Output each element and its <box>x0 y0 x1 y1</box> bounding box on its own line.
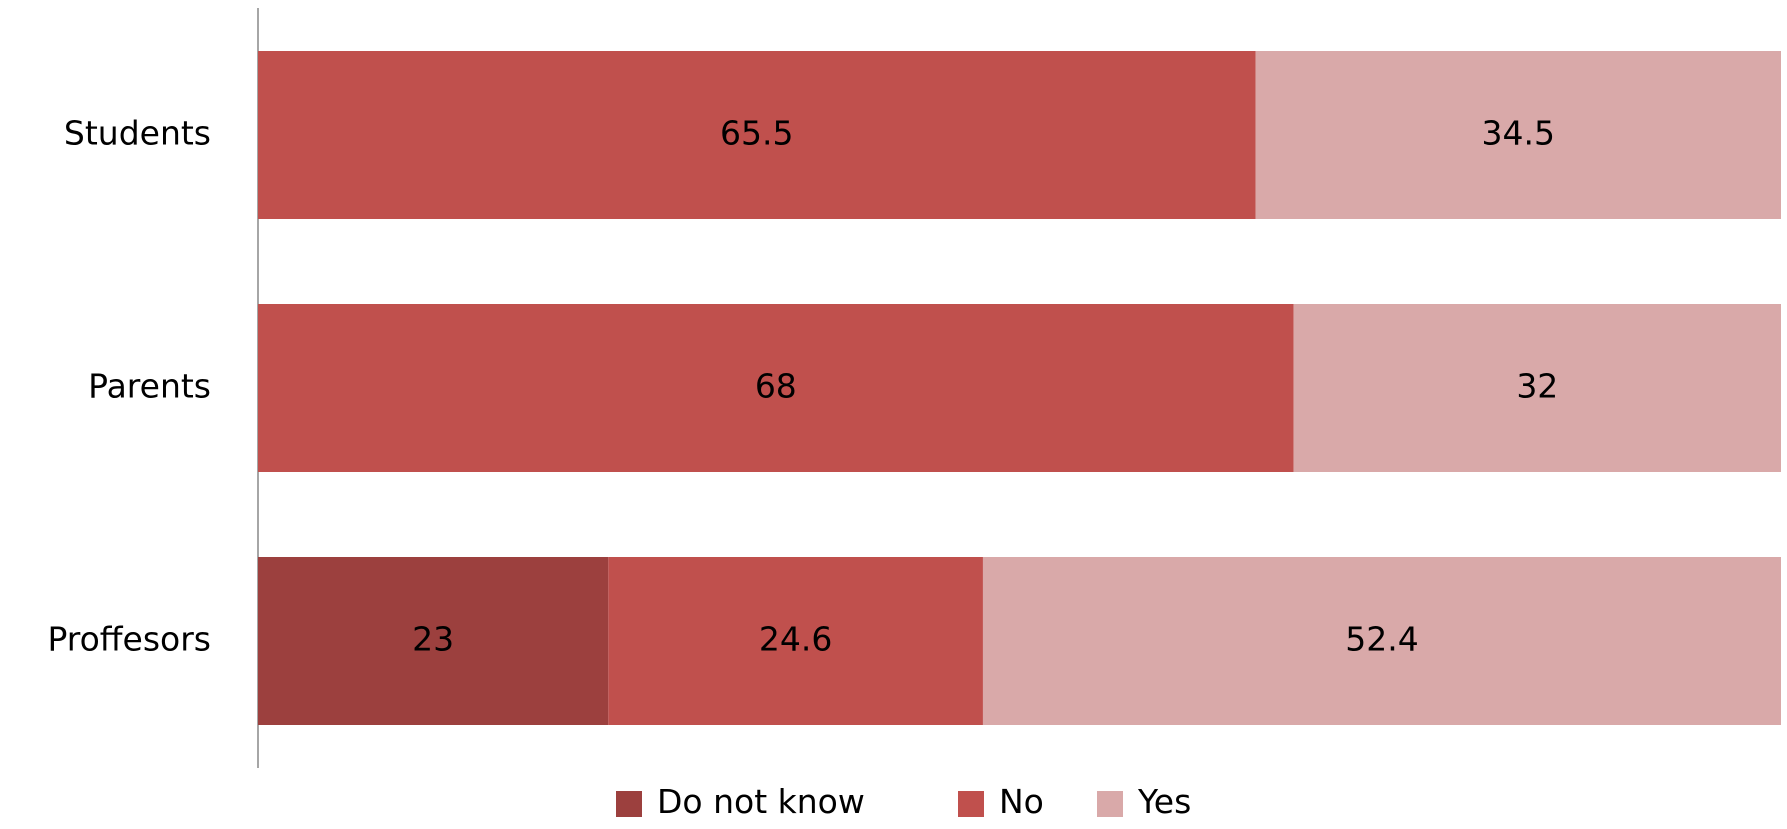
bar-segment-do-not-know <box>258 557 609 725</box>
legend-swatch <box>616 791 642 817</box>
bar-segment-yes <box>1293 304 1781 472</box>
data-label: 65.5 <box>720 114 793 153</box>
data-label: 23 <box>412 620 454 659</box>
bar-segment-yes <box>1255 51 1781 219</box>
data-label: 68 <box>755 367 797 406</box>
bar-segment-no <box>258 51 1256 219</box>
category-labels: Students Parents Proffesors <box>47 114 211 659</box>
category-label: Parents <box>88 367 211 406</box>
data-label: 32 <box>1516 367 1558 406</box>
legend: Do not know No Yes <box>616 782 1191 821</box>
category-label: Proffesors <box>47 620 211 659</box>
legend-label: No <box>999 782 1044 821</box>
legend-label: Do not know <box>657 782 865 821</box>
legend-swatch <box>958 791 984 817</box>
bar-segment-no <box>258 304 1294 472</box>
legend-swatch <box>1097 791 1123 817</box>
data-labels: 65.5 34.5 68 32 23 24.6 52.4 <box>412 114 1558 659</box>
bar-segment-no <box>608 557 983 725</box>
bar-segment-yes <box>982 557 1781 725</box>
data-label: 34.5 <box>1482 114 1555 153</box>
data-label: 24.6 <box>759 620 832 659</box>
data-label: 52.4 <box>1345 620 1418 659</box>
category-label: Students <box>64 114 211 153</box>
legend-label: Yes <box>1137 782 1191 821</box>
bar-segments <box>258 51 1781 725</box>
